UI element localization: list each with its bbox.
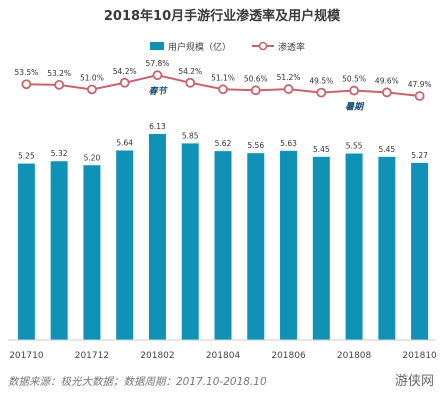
- line-marker-201804: [218, 84, 228, 95]
- legend-line-label: 渗透率: [278, 41, 305, 53]
- bar-label-201712: 5.20: [84, 153, 101, 162]
- chart-title: 2018年10月手游行业渗透率及用户规模: [103, 9, 341, 24]
- bar-label-201803: 5.85: [182, 131, 199, 140]
- line-marker-201807: [316, 87, 327, 98]
- line-label-201807: 49.5%: [309, 77, 333, 86]
- line-label-201805: 50.6%: [244, 74, 268, 83]
- legend-bar-swatch: [150, 42, 164, 50]
- annotation-201808: 暑期: [345, 102, 365, 113]
- bar-label-201710: 5.25: [18, 152, 35, 161]
- x-tick-201804: 201804: [206, 351, 241, 361]
- line-marker-201710: [21, 79, 32, 90]
- line-label-201802: 57.8%: [146, 59, 170, 68]
- bar-201807: [312, 156, 330, 340]
- bar-201801: [116, 150, 134, 340]
- bar-201712: [83, 165, 101, 340]
- bar-201802: [148, 134, 166, 340]
- bar-label-201806: 5.63: [280, 139, 297, 148]
- bar-201808: [345, 153, 363, 340]
- bar-201809: [378, 156, 396, 340]
- bar-label-201807: 5.45: [313, 145, 330, 154]
- line-label-201711: 53.2%: [47, 69, 71, 78]
- bar-label-201711: 5.32: [51, 149, 68, 158]
- bar-series: [17, 134, 429, 340]
- line-marker-201712: [87, 84, 97, 95]
- line-label-201804: 51.1%: [211, 73, 235, 82]
- line-marker-201711: [54, 79, 65, 90]
- bar-201711: [50, 161, 68, 340]
- line-label-201806: 51.2%: [277, 73, 301, 82]
- line-label-201710: 53.5%: [14, 68, 38, 77]
- bar-label-201805: 5.56: [247, 141, 264, 150]
- annotation-201802: 春节: [148, 86, 168, 97]
- bar-201710: [17, 163, 35, 340]
- x-tick-201806: 201806: [271, 351, 306, 361]
- bar-201806: [280, 150, 298, 340]
- watermark-text: 游侠网: [394, 374, 434, 389]
- line-label-201801: 54.2%: [113, 67, 137, 76]
- bar-label-201810: 5.27: [411, 151, 428, 160]
- legend-bar-label: 用户规模（亿）: [168, 41, 231, 53]
- x-tick-201802: 201802: [140, 351, 174, 361]
- bar-201810: [411, 162, 429, 340]
- bar-label-201808: 5.55: [346, 141, 363, 150]
- line-marker-201802: [152, 70, 163, 81]
- bar-label-201801: 5.64: [116, 138, 133, 147]
- data-labels: 5.25 5.32 5.20 5.64 6.13 5.85 5.62 5.56 5.63 5.45…: [14, 59, 431, 162]
- line-label-201810: 47.9%: [408, 80, 432, 89]
- x-axis-ticks: 201710 201712 201802 201804 201806 201808 2018…: [9, 351, 437, 361]
- line-label-201803: 54.2%: [178, 67, 202, 76]
- bar-label-201804: 5.62: [215, 139, 232, 148]
- line-label-201808: 50.5%: [342, 75, 366, 84]
- line-marker-201810: [414, 91, 425, 101]
- bar-201804: [214, 151, 232, 340]
- legend-line-marker: [258, 41, 268, 51]
- bar-201805: [247, 153, 265, 340]
- x-tick-201808: 201808: [337, 351, 372, 361]
- bar-label-201802: 6.13: [149, 122, 166, 131]
- line-marker-201803: [185, 77, 196, 88]
- line-label-201712: 51.0%: [80, 73, 104, 82]
- line-label-201809: 49.6%: [375, 76, 399, 85]
- bar-201803: [181, 143, 199, 340]
- source-note: 数据来源：极光大数据；数据周期：2017.10-2018.10: [8, 376, 267, 388]
- line-marker-201805: [250, 85, 261, 96]
- line-marker-201808: [349, 85, 359, 96]
- line-series: [21, 70, 425, 101]
- x-tick-201810: 201810: [402, 351, 437, 361]
- x-tick-201712: 201712: [75, 351, 109, 361]
- bar-label-201809: 5.45: [378, 145, 395, 154]
- line-marker-201809: [381, 87, 392, 98]
- x-tick-201710: 201710: [9, 351, 44, 361]
- legend: 用户规模（亿） 渗透率: [150, 41, 305, 53]
- line-marker-201801: [119, 77, 130, 88]
- line-marker-201806: [283, 84, 294, 94]
